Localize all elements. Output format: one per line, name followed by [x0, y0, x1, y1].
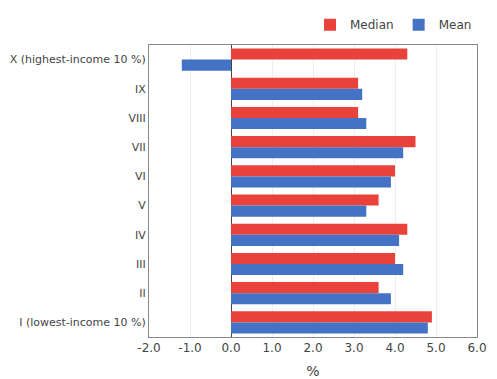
svg-text:1.0: 1.0	[262, 341, 281, 355]
svg-text:5.0: 5.0	[426, 341, 445, 355]
svg-text:I (lowest-income 10 %): I (lowest-income 10 %)	[19, 316, 146, 329]
svg-text:III: III	[136, 258, 146, 271]
svg-text:-2.0: -2.0	[137, 341, 160, 355]
svg-text:IV: IV	[135, 229, 146, 242]
svg-text:VI: VI	[135, 170, 146, 183]
svg-text:-1.0: -1.0	[178, 341, 201, 355]
svg-text:0.0: 0.0	[221, 341, 240, 355]
svg-text:3.0: 3.0	[344, 341, 363, 355]
svg-text:6.0: 6.0	[467, 341, 486, 355]
svg-text:II: II	[139, 287, 146, 300]
svg-text:%: %	[306, 363, 319, 379]
svg-text:Mean: Mean	[439, 18, 472, 32]
svg-text:Median: Median	[350, 18, 394, 32]
svg-text:2.0: 2.0	[303, 341, 322, 355]
svg-text:IX: IX	[135, 83, 146, 96]
svg-text:V: V	[138, 199, 146, 212]
svg-text:4.0: 4.0	[385, 341, 404, 355]
svg-text:X (highest-income 10 %): X (highest-income 10 %)	[10, 53, 146, 66]
svg-text:VII: VII	[132, 141, 146, 154]
svg-text:VIII: VIII	[129, 112, 146, 125]
